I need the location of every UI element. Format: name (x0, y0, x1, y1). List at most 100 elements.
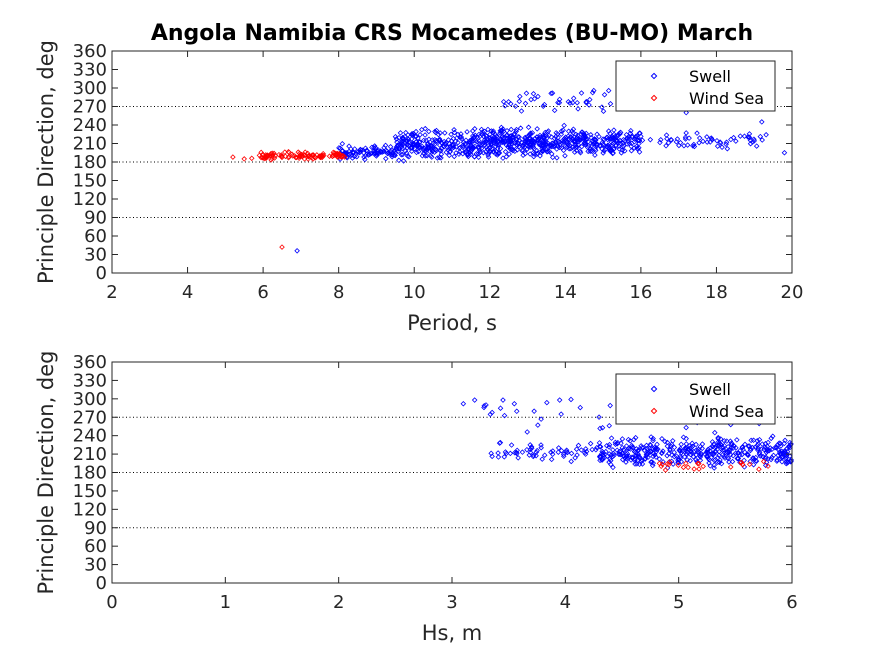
data-point (437, 137, 443, 144)
data-point (658, 136, 664, 143)
data-point (497, 405, 504, 411)
data-point (626, 453, 633, 460)
data-point (654, 441, 660, 448)
data-point (455, 139, 461, 146)
y-axis-label: Principle Direction, deg (34, 40, 58, 284)
data-point (621, 138, 628, 144)
legend-marker (650, 72, 658, 80)
data-point (487, 411, 494, 418)
data-point (755, 447, 761, 453)
data-point (643, 442, 650, 449)
data-point (542, 129, 549, 136)
x-tick-label: 4 (560, 592, 571, 613)
data-point (642, 455, 648, 462)
y-tick-label: 270 (73, 407, 107, 428)
data-point (601, 148, 607, 154)
data-point (570, 138, 577, 145)
data-point (600, 449, 607, 456)
data-point (696, 460, 702, 467)
legend: Swell Wind Sea (615, 60, 776, 112)
data-point (524, 446, 530, 453)
data-point (354, 153, 360, 160)
data-point (465, 153, 472, 160)
data-point (594, 131, 600, 138)
data-point (571, 149, 578, 155)
data-point (387, 148, 394, 154)
data-point (639, 461, 646, 467)
data-point (777, 455, 784, 462)
data-point (723, 450, 730, 456)
data-point (541, 452, 548, 458)
data-point (587, 96, 593, 103)
data-point (746, 131, 753, 137)
data-point (458, 134, 465, 140)
x-tick-label: 0 (106, 592, 117, 613)
data-point (709, 137, 715, 143)
data-point (460, 139, 467, 146)
data-point (680, 464, 687, 471)
data-point (432, 128, 438, 135)
y-tick-label: 300 (73, 78, 107, 99)
data-point (530, 138, 536, 144)
data-point (667, 446, 673, 452)
data-point (742, 441, 748, 448)
data-point (745, 443, 751, 449)
data-point (589, 89, 596, 96)
data-point (678, 459, 685, 465)
data-point (431, 149, 438, 155)
data-point (575, 141, 582, 148)
data-point (431, 141, 438, 148)
data-point (530, 90, 537, 97)
data-point (787, 453, 793, 459)
data-point (711, 444, 718, 451)
data-point (562, 136, 569, 143)
data-point (527, 141, 534, 148)
data-point (540, 138, 546, 145)
data-point (619, 144, 626, 150)
data-point (409, 130, 415, 137)
data-point (636, 447, 642, 453)
data-point (294, 248, 300, 254)
data-point (631, 448, 638, 455)
data-point (599, 104, 605, 110)
plot-hs-direction: 0 1 2 3 4 5 6030609012015018021024027030033036… (34, 350, 798, 645)
data-point (480, 133, 487, 140)
data-point (730, 134, 737, 141)
data-point (354, 149, 361, 155)
data-point (278, 152, 285, 158)
data-point (329, 153, 336, 160)
data-point (700, 138, 706, 145)
data-point (718, 442, 725, 448)
data-point (746, 443, 753, 449)
data-point (619, 456, 626, 463)
data-point (497, 127, 504, 134)
data-point (783, 450, 790, 457)
data-point (683, 460, 689, 467)
y-tick-label: 0 (96, 573, 107, 594)
data-point (480, 149, 487, 156)
y-tick-label: 180 (73, 152, 107, 173)
data-point (570, 95, 577, 102)
data-point (714, 143, 721, 149)
data-point (756, 451, 763, 457)
data-point (438, 148, 444, 154)
data-point (464, 129, 470, 135)
data-point (295, 149, 302, 155)
y-tick-label: 360 (73, 41, 107, 62)
data-point (470, 144, 476, 150)
data-point (664, 439, 671, 446)
data-point (487, 139, 494, 145)
data-point (429, 154, 435, 160)
data-point (429, 137, 436, 143)
data-point (344, 155, 350, 161)
data-point (276, 151, 282, 158)
y-tick-label: 240 (73, 115, 107, 136)
data-point (537, 132, 543, 139)
data-point (693, 452, 699, 458)
data-point (619, 444, 626, 451)
data-point (568, 458, 574, 465)
data-point (588, 147, 594, 154)
data-point (605, 128, 612, 134)
data-point (763, 459, 770, 466)
data-point (478, 126, 485, 133)
